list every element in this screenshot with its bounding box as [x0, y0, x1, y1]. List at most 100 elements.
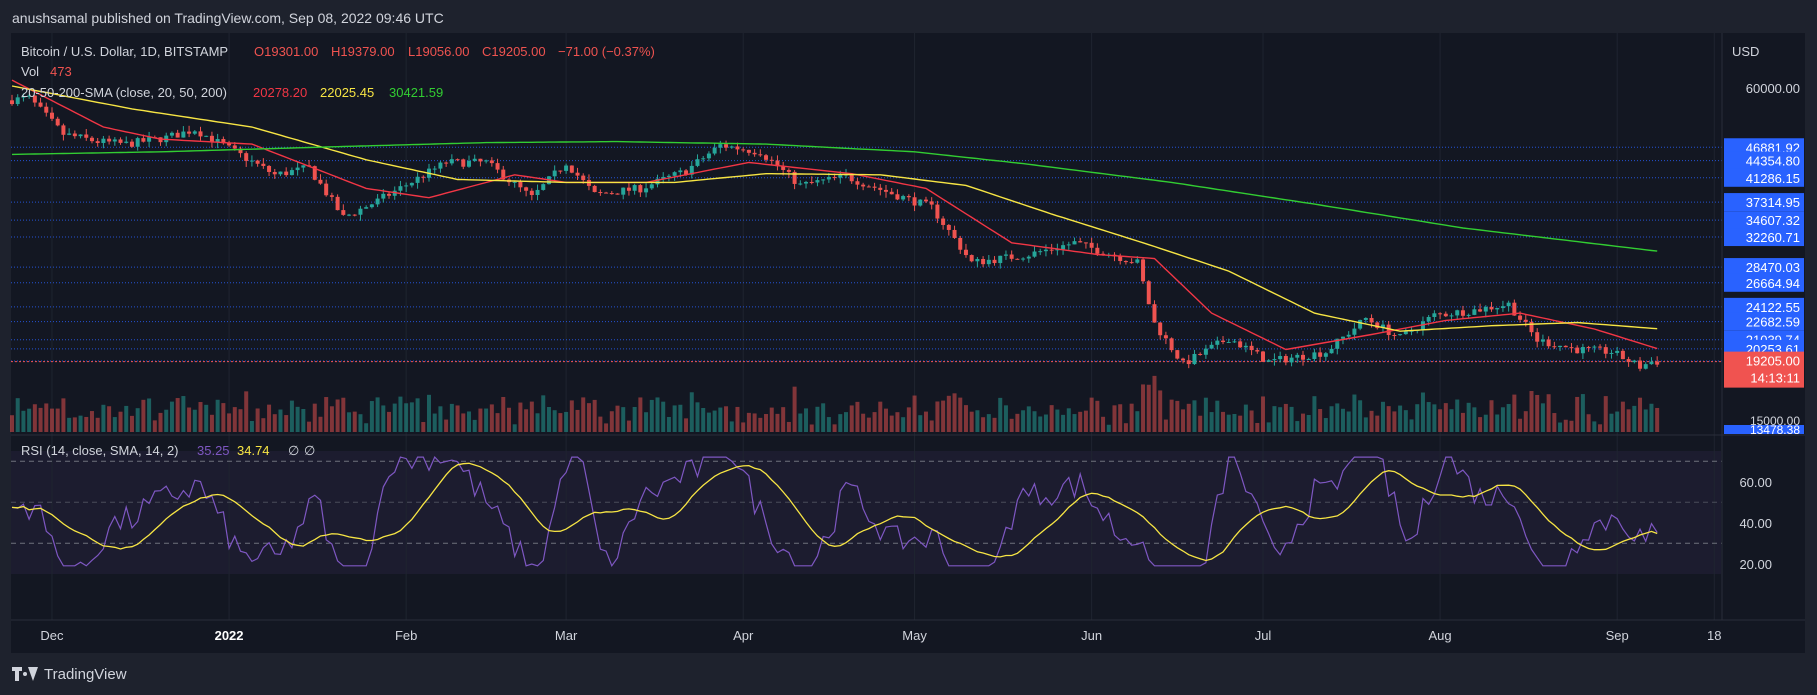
volume-bar — [409, 402, 414, 432]
candle-body — [1203, 348, 1208, 355]
volume-bar — [1569, 420, 1574, 432]
candle-body — [1358, 319, 1363, 329]
volume-bar — [1329, 406, 1334, 432]
candle-body — [261, 163, 266, 166]
volume-bar — [118, 411, 123, 432]
volume-bar — [1003, 405, 1008, 432]
time-axis-tick: Feb — [395, 628, 417, 643]
candle-body — [415, 176, 420, 183]
volume-bar — [718, 407, 723, 432]
volume-bar — [61, 398, 66, 432]
candle-body — [369, 204, 374, 208]
volume-bar — [946, 395, 951, 432]
candle-body — [1346, 334, 1351, 337]
volume-bar — [1540, 403, 1545, 432]
volume-bar — [1558, 422, 1563, 432]
candle-body — [341, 210, 346, 215]
candle-body — [1409, 330, 1414, 332]
last-price-label: 19205.00 — [1746, 354, 1800, 369]
candle-body — [1283, 356, 1288, 363]
volume-bar — [1369, 410, 1374, 432]
volume-bar — [1340, 408, 1345, 432]
candle-body — [466, 160, 471, 167]
volume-bar — [215, 399, 220, 432]
volume-bar — [335, 399, 340, 432]
legend-sma200: 30421.59 — [389, 85, 443, 100]
volume-bar — [175, 398, 180, 432]
candle-body — [626, 187, 631, 191]
candle-body — [644, 188, 649, 193]
volume-bar — [369, 401, 374, 432]
candle-body — [1449, 315, 1454, 317]
volume-bar — [826, 417, 831, 432]
volume-bar — [889, 415, 894, 432]
candle-body — [198, 131, 203, 137]
tradingview-logo-icon — [12, 667, 38, 681]
volume-bar — [444, 419, 449, 432]
volume-bar — [1432, 404, 1437, 432]
legend-sma-label: 20-50-200-SMA (close, 20, 50, 200) — [21, 85, 227, 100]
volume-bar — [558, 413, 563, 432]
volume-bar — [392, 403, 397, 432]
footer-brand[interactable]: TradingView — [12, 664, 127, 684]
volume-bar — [1438, 409, 1443, 432]
volume-bar — [1283, 403, 1288, 432]
volume-bar — [798, 413, 803, 432]
volume-bar — [209, 414, 214, 432]
candle-body — [529, 190, 534, 196]
candle-body — [301, 165, 306, 168]
volume-bar — [375, 397, 380, 432]
candle-body — [1055, 249, 1060, 251]
candle-body — [969, 255, 974, 262]
time-axis-tick: Dec — [40, 628, 64, 643]
candle-body — [1163, 335, 1168, 339]
candle-body — [10, 100, 14, 105]
chart-panel — [11, 33, 1805, 653]
volume-bar — [312, 403, 317, 432]
candle-body — [444, 162, 449, 164]
volume-bar — [706, 412, 711, 432]
volume-bar — [1032, 411, 1037, 432]
legend-rsi-value: 35.25 — [197, 443, 230, 458]
volume-bar — [461, 413, 466, 432]
volume-bar — [684, 418, 689, 432]
volume-bar — [1038, 416, 1043, 432]
volume-bar — [1375, 415, 1380, 432]
volume-bar — [84, 416, 89, 432]
candle-body — [712, 147, 717, 154]
volume-bar — [958, 397, 963, 432]
candle-body — [1221, 340, 1226, 343]
candle-body — [604, 192, 609, 194]
volume-bar — [501, 396, 506, 432]
volume-bar — [135, 408, 140, 432]
volume-bar — [1209, 412, 1214, 432]
volume-bar — [1083, 410, 1088, 432]
candle-body — [398, 186, 403, 191]
volume-bar — [44, 403, 49, 432]
candle-body — [1015, 258, 1020, 260]
volume-bar — [581, 397, 586, 432]
volume-bar — [198, 402, 203, 432]
candle-body — [1323, 353, 1328, 357]
candle-body — [998, 255, 1003, 264]
volume-bar — [1466, 402, 1471, 432]
volume-bar — [1306, 415, 1311, 432]
candle-body — [1615, 350, 1620, 353]
candle-body — [992, 259, 997, 264]
volume-bar — [1106, 424, 1111, 432]
candle-body — [861, 184, 866, 187]
candle-body — [358, 208, 363, 215]
volume-bar — [1118, 404, 1123, 432]
candle-body — [107, 138, 112, 142]
volume-bar — [918, 415, 923, 432]
candle-body — [598, 192, 603, 194]
candle-body — [935, 204, 940, 219]
volume-bar — [1266, 422, 1271, 432]
price-axis-partial-label: 15000.00 — [1750, 414, 1800, 428]
price-level-lines — [11, 146, 1722, 363]
candle-body — [1169, 338, 1174, 351]
volume-bar — [1129, 403, 1134, 432]
candle-body — [1238, 341, 1243, 348]
candle-body — [592, 185, 597, 193]
